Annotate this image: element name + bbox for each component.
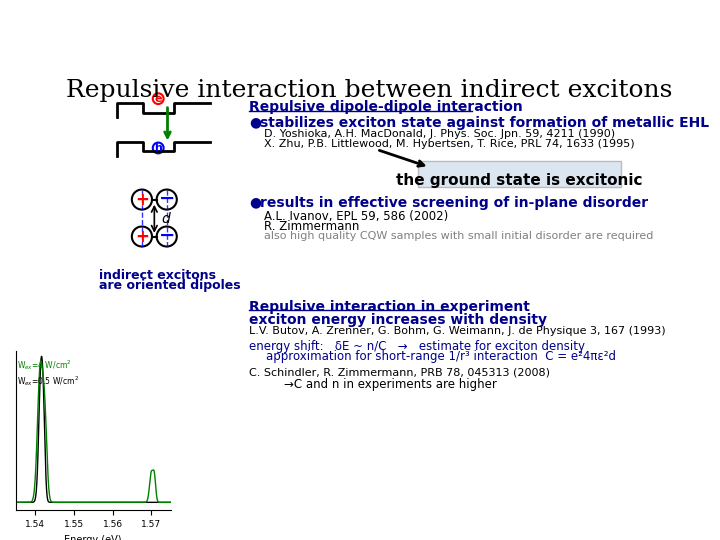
Text: Repulsive interaction in experiment: Repulsive interaction in experiment [249,300,530,314]
Text: W$_{ex}$=4 W/cm$^2$: W$_{ex}$=4 W/cm$^2$ [17,358,71,372]
Text: +: + [135,191,149,208]
Text: results in effective screening of in-plane disorder: results in effective screening of in-pla… [261,195,649,210]
Text: W$_{ex}$=0.5 W/cm$^2$: W$_{ex}$=0.5 W/cm$^2$ [17,374,78,388]
Text: A.L. Ivanov, EPL 59, 586 (2002): A.L. Ivanov, EPL 59, 586 (2002) [264,210,449,222]
Text: energy shift:   δE ~ n/C   →   estimate for exciton density: energy shift: δE ~ n/C → estimate for ex… [249,340,585,353]
FancyBboxPatch shape [418,161,621,187]
Text: X. Zhu, P.B. Littlewood, M. Hybertsen, T. Rice, PRL 74, 1633 (1995): X. Zhu, P.B. Littlewood, M. Hybertsen, T… [264,139,635,148]
Text: →C and n in experiments are higher: →C and n in experiments are higher [284,378,497,391]
Text: ●: ● [249,195,261,210]
Circle shape [157,190,177,210]
Circle shape [153,143,163,153]
Text: D. Yoshioka, A.H. MacDonald, J. Phys. Soc. Jpn. 59, 4211 (1990): D. Yoshioka, A.H. MacDonald, J. Phys. So… [264,130,616,139]
Text: ●: ● [249,116,261,130]
Text: e: e [155,93,162,104]
Text: d: d [161,212,170,226]
Text: R. Zimmermann: R. Zimmermann [264,220,360,233]
Text: h: h [154,143,162,153]
X-axis label: Energy (eV): Energy (eV) [65,535,122,540]
Circle shape [132,190,152,210]
Text: L.V. Butov, A. Zrenner, G. Bohm, G. Weimann, J. de Physique 3, 167 (1993): L.V. Butov, A. Zrenner, G. Bohm, G. Weim… [249,326,665,336]
Text: C. Schindler, R. Zimmermann, PRB 78, 045313 (2008): C. Schindler, R. Zimmermann, PRB 78, 045… [249,367,550,377]
Text: approximation for short-range 1/r³ interaction  C = e²4πε²d: approximation for short-range 1/r³ inter… [266,350,616,363]
Text: are oriented dipoles: are oriented dipoles [99,279,241,292]
Text: Repulsive interaction between indirect excitons: Repulsive interaction between indirect e… [66,79,672,102]
Text: exciton energy increases with density: exciton energy increases with density [249,313,547,327]
Text: indirect excitons: indirect excitons [99,269,216,282]
Circle shape [157,226,177,247]
Text: −: − [158,190,175,208]
Text: Repulsive dipole-dipole interaction: Repulsive dipole-dipole interaction [249,100,523,114]
Text: the ground state is excitonic: the ground state is excitonic [396,173,643,188]
Text: stabilizes exciton state against formation of metallic EHL: stabilizes exciton state against formati… [261,116,710,130]
Circle shape [132,226,152,247]
Circle shape [153,93,163,104]
Text: −: − [158,226,175,245]
Text: also high quality CQW samples with small initial disorder are required: also high quality CQW samples with small… [264,231,654,241]
Text: +: + [135,227,149,246]
